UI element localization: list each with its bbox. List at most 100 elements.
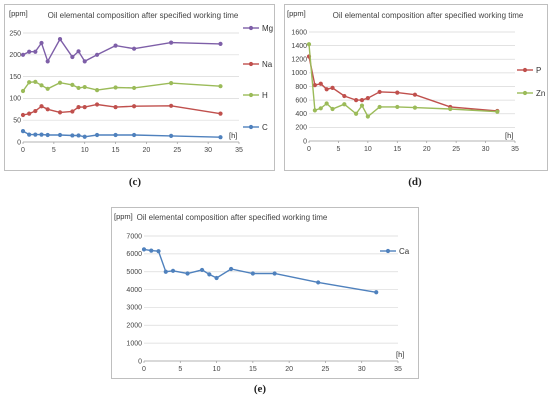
chart-d: Oil elemental composition after specifie… (287, 9, 545, 153)
chart-title: Oil elemental composition after specifie… (137, 213, 328, 222)
data-point-p (324, 87, 329, 92)
data-point-c (20, 129, 26, 134)
data-point-mg (57, 37, 63, 42)
x-tick-label: 20 (143, 147, 151, 154)
x-tick-label: 5 (52, 147, 56, 154)
y-axis-unit-label: [ppm] (9, 9, 28, 18)
x-tick-label: 0 (307, 146, 311, 153)
data-point-ca (170, 268, 176, 273)
data-point-mg (20, 52, 26, 57)
legend-marker-ca (385, 248, 391, 254)
data-point-na (39, 104, 44, 109)
chart-panel-c: Oil elemental composition after specifie… (4, 4, 275, 171)
x-tick-label: 10 (213, 366, 221, 373)
series-line-c (22, 130, 221, 138)
data-point-zn (312, 108, 317, 113)
data-point-h (45, 86, 50, 91)
legend-label-zn: Zn (536, 89, 545, 98)
y-tick-label: 0 (303, 138, 307, 145)
data-point-na (57, 110, 63, 115)
x-tick-label: 10 (81, 147, 89, 154)
chart-c: Oil elemental composition after specifie… (9, 9, 273, 154)
data-point-ca (250, 271, 255, 276)
y-tick-label: 4000 (126, 287, 142, 294)
data-point-ca (163, 269, 168, 274)
y-tick-label: 1200 (291, 57, 307, 64)
data-point-ca (149, 248, 154, 253)
legend-label-mg: Mg (262, 24, 273, 33)
x-tick-label: 10 (364, 146, 372, 153)
data-point-mg (39, 40, 44, 46)
data-point-mg (131, 46, 137, 51)
data-point-zn (495, 109, 500, 114)
data-point-mg (113, 43, 118, 48)
x-tick-label: 25 (452, 146, 460, 153)
data-point-mg (82, 59, 87, 64)
y-tick-label: 0 (17, 139, 21, 146)
y-tick-label: 150 (9, 74, 21, 81)
x-tick-label: 35 (511, 146, 519, 153)
data-point-ca (141, 247, 147, 252)
data-point-c (45, 132, 50, 138)
data-point-zn (353, 111, 359, 116)
data-point-ca (214, 275, 219, 281)
x-tick-label: 15 (393, 146, 401, 153)
legend-label-ca: Ca (399, 247, 410, 256)
data-point-mg (218, 41, 223, 47)
data-point-mg (27, 49, 32, 54)
data-point-zn (365, 114, 370, 119)
data-point-na (76, 105, 81, 110)
x-tick-label: 30 (358, 366, 366, 373)
x-axis-unit-label: [h] (396, 350, 404, 359)
data-point-zn (318, 106, 323, 111)
data-point-h (169, 81, 174, 86)
data-point-p (412, 92, 418, 97)
data-point-p (377, 89, 382, 95)
data-point-na (27, 111, 32, 116)
x-axis-unit-label: [h] (505, 131, 513, 140)
chart-e: Oil elemental composition after specifie… (114, 212, 410, 373)
data-point-zn (395, 104, 400, 110)
data-point-h (218, 84, 223, 89)
chart-title: Oil elemental composition after specifie… (333, 11, 524, 20)
data-point-c (33, 132, 38, 137)
data-point-mg (33, 49, 38, 54)
y-tick-label: 1000 (126, 340, 142, 347)
data-point-c (82, 134, 87, 139)
data-point-h (27, 80, 32, 85)
data-point-zn (448, 106, 453, 112)
legend-label-c: C (262, 123, 268, 132)
legend-marker-p (522, 67, 528, 73)
data-point-na (82, 105, 87, 110)
data-point-h (57, 80, 63, 85)
data-point-ca (272, 271, 277, 276)
legend-marker-mg (248, 25, 254, 31)
y-tick-label: 400 (295, 111, 307, 118)
data-point-h (94, 88, 100, 93)
data-point-zn (359, 103, 365, 108)
data-point-na (70, 109, 75, 114)
data-point-na (131, 104, 137, 109)
legend-marker-zn (522, 90, 528, 96)
data-point-zn (377, 104, 382, 110)
data-point-p (365, 95, 370, 101)
y-tick-label: 50 (13, 118, 21, 125)
data-point-ca (156, 249, 161, 254)
legend-marker-h (248, 92, 254, 98)
data-point-p (330, 85, 335, 90)
y-tick-label: 2000 (126, 323, 142, 330)
data-point-c (113, 132, 118, 138)
series-mg (20, 37, 223, 64)
y-tick-label: 250 (9, 30, 21, 37)
data-point-mg (45, 59, 50, 64)
y-tick-label: 800 (295, 84, 307, 91)
data-point-p (342, 93, 347, 99)
data-point-h (20, 88, 26, 94)
x-tick-label: 30 (204, 147, 212, 154)
series-line-h (22, 81, 221, 92)
data-point-ca (185, 271, 190, 276)
data-point-na (20, 112, 26, 118)
data-point-na (94, 102, 100, 107)
data-point-mg (169, 40, 174, 45)
data-point-h (39, 83, 44, 88)
